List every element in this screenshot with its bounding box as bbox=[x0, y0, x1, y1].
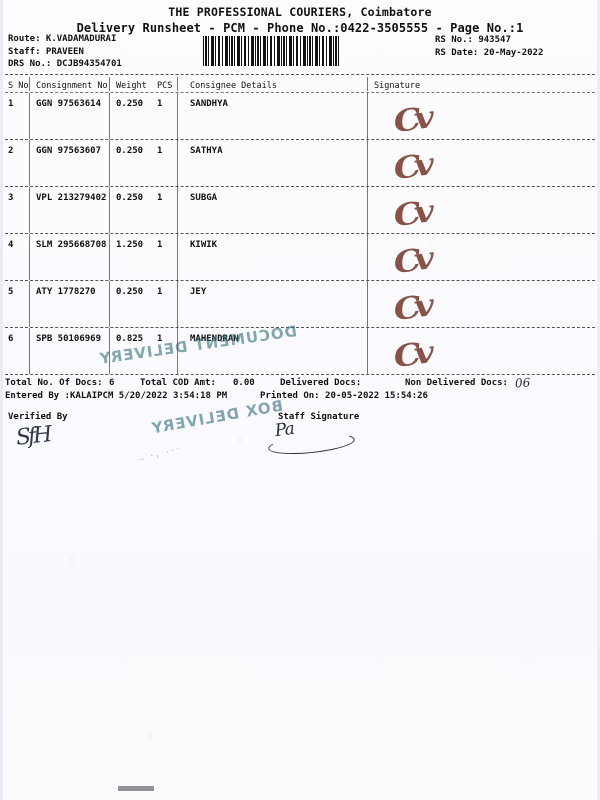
table-header-row: S No Consignment No Weight PCS Consignee… bbox=[5, 75, 595, 92]
cell-weight: 0.250 bbox=[109, 281, 149, 327]
page-right-edge bbox=[597, 0, 600, 800]
cell-sno: 1 bbox=[8, 99, 14, 109]
cell-weight: 0.825 bbox=[109, 328, 149, 374]
total-docs-label: Total No. Of Docs: bbox=[5, 378, 103, 388]
total-cod-value: 0.00 bbox=[233, 378, 255, 388]
barcode-icon bbox=[203, 36, 339, 66]
cell-pcs: 1 bbox=[157, 334, 163, 344]
cell-consignment: SLM 295668708 bbox=[29, 234, 109, 280]
table-row-rule bbox=[5, 327, 595, 328]
cell-signature: Cv bbox=[367, 281, 595, 329]
printed-on-text: Printed On: 20-05-2022 15:54:26 bbox=[260, 391, 428, 401]
cell-consignee: SATHYA bbox=[177, 140, 367, 186]
table-row: 4 SLM 295668708 1.250 1 KIWIK Cv bbox=[5, 234, 595, 282]
cell-consignment: GGN 97563614 bbox=[29, 93, 109, 139]
cell-pcs: 1 bbox=[157, 146, 163, 156]
cell-signature: Cv bbox=[367, 328, 595, 376]
col-header-pcs: PCS bbox=[157, 80, 173, 91]
page-left-edge bbox=[0, 0, 3, 800]
ink-smudge: ~ ·, ... bbox=[137, 441, 182, 466]
table-row: 1 GGN 97563614 0.250 1 SANDHYA Cv bbox=[5, 93, 595, 141]
consignee-signature-mark: Cv bbox=[391, 100, 430, 141]
table-row: 6 SPB 50106969 0.825 1 MAHENDRAN Cv bbox=[5, 328, 595, 376]
cell-consignee: MAHENDRAN bbox=[177, 328, 367, 374]
cell-signature: Cv bbox=[367, 140, 595, 188]
cell-consignment: SPB 50106969 bbox=[29, 328, 109, 374]
table-row-rule bbox=[5, 233, 595, 234]
verified-by-label: Verified By bbox=[8, 412, 68, 422]
non-delivered-docs-label: Non Delivered Docs: bbox=[405, 378, 508, 388]
total-docs-value: 6 bbox=[109, 378, 115, 388]
cell-consignee: KIWIK bbox=[177, 234, 367, 280]
cell-consignment: GGN 97563607 bbox=[29, 140, 109, 186]
footer-totals: Total No. Of Docs: 6 Total COD Amt: 0.00… bbox=[5, 375, 595, 404]
cell-consignment: VPL 213279402 bbox=[29, 187, 109, 233]
col-header-sno: S No bbox=[8, 80, 29, 91]
col-header-consignee: Consignee Details bbox=[177, 76, 367, 91]
cell-sno: 2 bbox=[8, 146, 14, 156]
staff-label: Staff: PRAVEEN bbox=[8, 46, 84, 57]
cell-signature: Cv bbox=[367, 93, 595, 141]
header-meta-right: RS No.: 943547 RS Date: 20-May-2022 bbox=[435, 34, 543, 60]
footer-line-entry: Entered By :KALAIPCM 5/20/2022 3:54:18 P… bbox=[5, 391, 595, 404]
table-row-rule bbox=[5, 280, 595, 281]
table-row-rule bbox=[5, 186, 595, 187]
scan-artifact bbox=[118, 786, 154, 791]
cell-weight: 1.250 bbox=[109, 234, 149, 280]
cell-pcs: 1 bbox=[157, 99, 163, 109]
cell-pcs: 1 bbox=[157, 240, 163, 250]
consignee-signature-mark: Cv bbox=[391, 241, 430, 282]
cell-sno: 4 bbox=[8, 240, 14, 250]
table-header-rule bbox=[5, 92, 595, 93]
document-subtitle: Delivery Runsheet - PCM - Phone No.:0422… bbox=[76, 21, 524, 35]
cell-signature: Cv bbox=[367, 187, 595, 235]
table-top-rule bbox=[5, 74, 595, 75]
table-row: 2 GGN 97563607 0.250 1 SATHYA Cv bbox=[5, 140, 595, 188]
route-label: Route: K.VADAMADURAI bbox=[8, 34, 117, 44]
table-row: 3 VPL 213279402 0.250 1 SUBGA Cv bbox=[5, 187, 595, 235]
cell-consignee: SANDHYA bbox=[177, 93, 367, 139]
cell-sno: 3 bbox=[8, 193, 14, 203]
rs-no-label: RS No.: 943547 bbox=[435, 35, 511, 45]
cell-consignee: SUBGA bbox=[177, 187, 367, 233]
entered-by-text: Entered By :KALAIPCM 5/20/2022 3:54:18 P… bbox=[5, 391, 228, 401]
rs-date-label: RS Date: 20-May-2022 bbox=[435, 48, 544, 58]
cell-weight: 0.250 bbox=[109, 140, 149, 186]
total-cod-label: Total COD Amt: bbox=[140, 378, 216, 388]
company-title: THE PROFESSIONAL COURIERS, Coimbatore bbox=[168, 5, 432, 19]
cell-weight: 0.250 bbox=[109, 187, 149, 233]
footer-line-totals: Total No. Of Docs: 6 Total COD Amt: 0.00… bbox=[5, 375, 595, 391]
consignment-table: S No Consignment No Weight PCS Consignee… bbox=[5, 74, 595, 375]
drs-no-label: DRS No.: DCJB94354701 bbox=[8, 59, 122, 69]
table-body: 1 GGN 97563614 0.250 1 SANDHYA Cv 2 GGN 9756360… bbox=[5, 93, 595, 375]
cell-sno: 5 bbox=[8, 287, 14, 297]
cell-consignee: JEY bbox=[177, 281, 367, 327]
table-row-rule bbox=[5, 139, 595, 140]
consignee-signature-mark: Cv bbox=[391, 194, 430, 235]
col-header-signature: Signature bbox=[367, 76, 595, 91]
cell-consignment: ATY 1778270 bbox=[29, 281, 109, 327]
cell-sno: 6 bbox=[8, 334, 14, 344]
header-meta-left: Route: K.VADAMADURAI Staff: PRAVEEN DRS … bbox=[8, 33, 122, 71]
cell-pcs: 1 bbox=[157, 287, 163, 297]
table-row-rule bbox=[5, 374, 595, 375]
delivered-docs-label: Delivered Docs: bbox=[280, 378, 362, 388]
col-header-consignment: Consignment No bbox=[29, 76, 109, 91]
cell-weight: 0.250 bbox=[109, 93, 149, 139]
non-delivered-docs-value: 06 bbox=[514, 375, 531, 391]
consignee-signature-mark: Cv bbox=[391, 288, 430, 329]
consignee-signature-mark: Cv bbox=[391, 147, 430, 188]
verified-by-signature: SfH bbox=[14, 422, 51, 451]
staff-signature-label: Staff Signature bbox=[278, 412, 360, 422]
consignee-signature-mark: Cv bbox=[391, 335, 430, 376]
cell-pcs: 1 bbox=[157, 193, 163, 203]
table-row: 5 ATY 1778270 0.250 1 JEY Cv bbox=[5, 281, 595, 329]
cell-signature: Cv bbox=[367, 234, 595, 282]
col-header-weight: Weight bbox=[109, 76, 149, 91]
